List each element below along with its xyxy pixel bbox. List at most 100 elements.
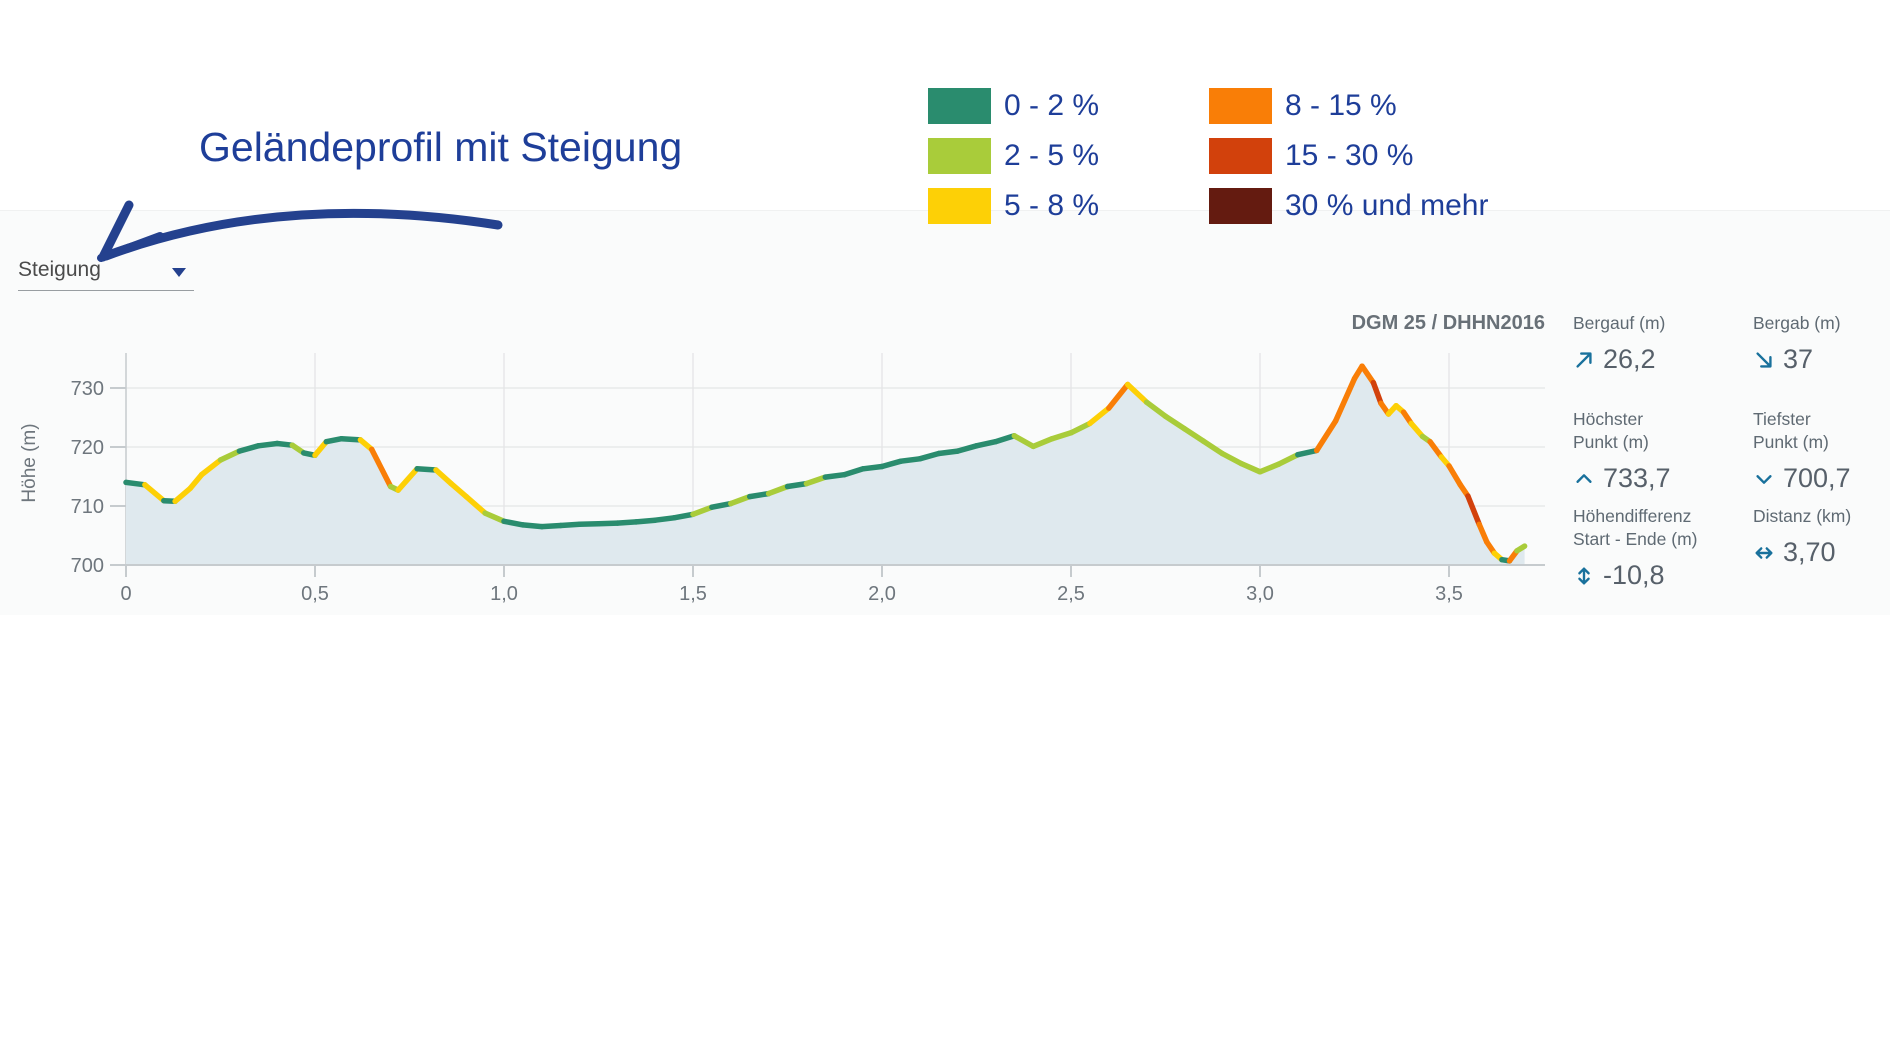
profile-segment bbox=[1030, 435, 1055, 450]
stat-label: Höchster Punkt (m) bbox=[1573, 409, 1649, 452]
profile-segment bbox=[1181, 425, 1207, 444]
elevation-model-label: DGM 25 / DHHN2016 bbox=[1351, 312, 1545, 334]
x-tick-label: 0,5 bbox=[301, 583, 329, 605]
profile-segment bbox=[822, 471, 847, 480]
profile-segment bbox=[917, 450, 942, 462]
profile-segment bbox=[557, 521, 583, 529]
legend-color-swatch bbox=[928, 138, 991, 174]
profile-segment bbox=[898, 456, 923, 464]
arrow-left-right-icon bbox=[1755, 546, 1773, 559]
legend-label: 2 - 5 % bbox=[1004, 139, 1100, 172]
profile-segment bbox=[1219, 450, 1244, 467]
profile-segment bbox=[395, 466, 420, 493]
x-tick-label: 3,0 bbox=[1246, 583, 1274, 605]
arrow-down-right-icon bbox=[1756, 351, 1772, 368]
profile-segment bbox=[123, 479, 148, 488]
stat-chevron-up: Höchster Punkt (m) 733,7 bbox=[1573, 408, 1745, 494]
profile-segment bbox=[690, 504, 715, 518]
legend-color-swatch bbox=[928, 188, 991, 224]
legend-item: 15 - 30 % bbox=[1209, 138, 1413, 174]
profile-segment bbox=[414, 466, 439, 473]
profile-segment bbox=[992, 433, 1018, 445]
profile-segment bbox=[954, 443, 980, 454]
profile-segment bbox=[671, 511, 696, 521]
annotation-title: Geländeprofil mit Steigung bbox=[199, 124, 683, 170]
y-tick-label: 710 bbox=[71, 496, 104, 518]
profile-segment bbox=[1359, 363, 1377, 386]
legend-label: 15 - 30 % bbox=[1285, 139, 1414, 172]
x-tick-label: 0 bbox=[120, 583, 131, 605]
profile-segment bbox=[1370, 379, 1384, 407]
arrow-up-right-icon bbox=[1576, 351, 1592, 368]
profile-segment bbox=[1276, 451, 1301, 467]
y-tick-label: 720 bbox=[71, 437, 104, 459]
x-tick-label: 2,0 bbox=[868, 583, 896, 605]
elevation-area-fill bbox=[126, 366, 1525, 565]
profile-segment bbox=[368, 446, 394, 490]
profile-segment bbox=[312, 438, 330, 459]
y-tick-label: 700 bbox=[71, 555, 104, 577]
profile-segment bbox=[1427, 438, 1445, 460]
legend-item: 8 - 15 % bbox=[1209, 88, 1397, 124]
profile-segment bbox=[236, 443, 262, 454]
profile-segment bbox=[217, 448, 243, 463]
profile-segment bbox=[1049, 430, 1074, 442]
x-tick-label: 3,5 bbox=[1435, 583, 1463, 605]
profile-segment bbox=[172, 485, 194, 505]
legend-color-swatch bbox=[928, 88, 991, 124]
stat-arrow-down-right: Bergab (m) 37 bbox=[1753, 312, 1890, 375]
profile-segment bbox=[1143, 399, 1169, 420]
profile-segment bbox=[1313, 418, 1339, 454]
stat-value: 26,2 bbox=[1603, 344, 1656, 374]
stat-label: Bergauf (m) bbox=[1573, 313, 1666, 333]
profile-segment bbox=[765, 483, 791, 497]
stat-label: Höhendifferenz Start - Ende (m) bbox=[1573, 506, 1698, 549]
profile-segment bbox=[255, 440, 280, 449]
profile-segment bbox=[614, 519, 640, 526]
annotation-arrow-icon bbox=[97, 200, 503, 262]
stat-arrow-up-right: Bergauf (m) 26,2 bbox=[1573, 312, 1745, 375]
profile-segment bbox=[1514, 543, 1528, 554]
profile-segment bbox=[433, 467, 454, 487]
arrow-up-down-icon bbox=[1578, 566, 1590, 585]
legend-label: 5 - 8 % bbox=[1004, 189, 1100, 222]
profile-segment bbox=[728, 493, 753, 507]
profile-segment bbox=[1446, 463, 1464, 488]
legend-item: 0 - 2 % bbox=[928, 88, 1099, 124]
profile-segment bbox=[879, 458, 904, 470]
profile-segment bbox=[1465, 493, 1482, 528]
stat-label: Tiefster Punkt (m) bbox=[1753, 409, 1829, 452]
profile-segment bbox=[1200, 438, 1225, 457]
stat-value: -10,8 bbox=[1603, 560, 1665, 590]
legend-item: 2 - 5 % bbox=[928, 138, 1099, 174]
x-tick-label: 1,0 bbox=[490, 583, 518, 605]
profile-segment bbox=[576, 520, 602, 528]
stat-arrow-up-down: Höhendifferenz Start - Ende (m) -10,8 bbox=[1573, 505, 1745, 591]
legend-item: 5 - 8 % bbox=[928, 188, 1099, 224]
steigung-dropdown[interactable]: Steigung bbox=[18, 258, 194, 291]
profile-segment bbox=[520, 522, 545, 530]
profile-segment bbox=[746, 490, 772, 500]
profile-segment bbox=[595, 520, 621, 527]
profile-segment bbox=[1106, 381, 1131, 411]
profile-segment bbox=[652, 515, 677, 523]
profile-segment bbox=[482, 510, 507, 525]
profile-segment bbox=[463, 493, 488, 516]
profile-segment bbox=[501, 518, 526, 528]
profile-segment bbox=[448, 480, 469, 500]
profile-segment bbox=[198, 457, 224, 478]
chevron-down-icon bbox=[172, 268, 186, 277]
profile-segment bbox=[633, 517, 658, 525]
profile-segment bbox=[1408, 420, 1426, 440]
profile-segment bbox=[803, 474, 829, 487]
chevron-down-icon bbox=[1756, 474, 1772, 484]
profile-segment bbox=[187, 471, 205, 492]
y-tick-label: 730 bbox=[71, 378, 104, 400]
x-tick-label: 1,5 bbox=[679, 583, 707, 605]
profile-segment bbox=[1124, 381, 1150, 405]
profile-segment bbox=[973, 438, 999, 449]
stat-value: 733,7 bbox=[1603, 463, 1671, 493]
stat-label: Distanz (km) bbox=[1753, 506, 1852, 526]
